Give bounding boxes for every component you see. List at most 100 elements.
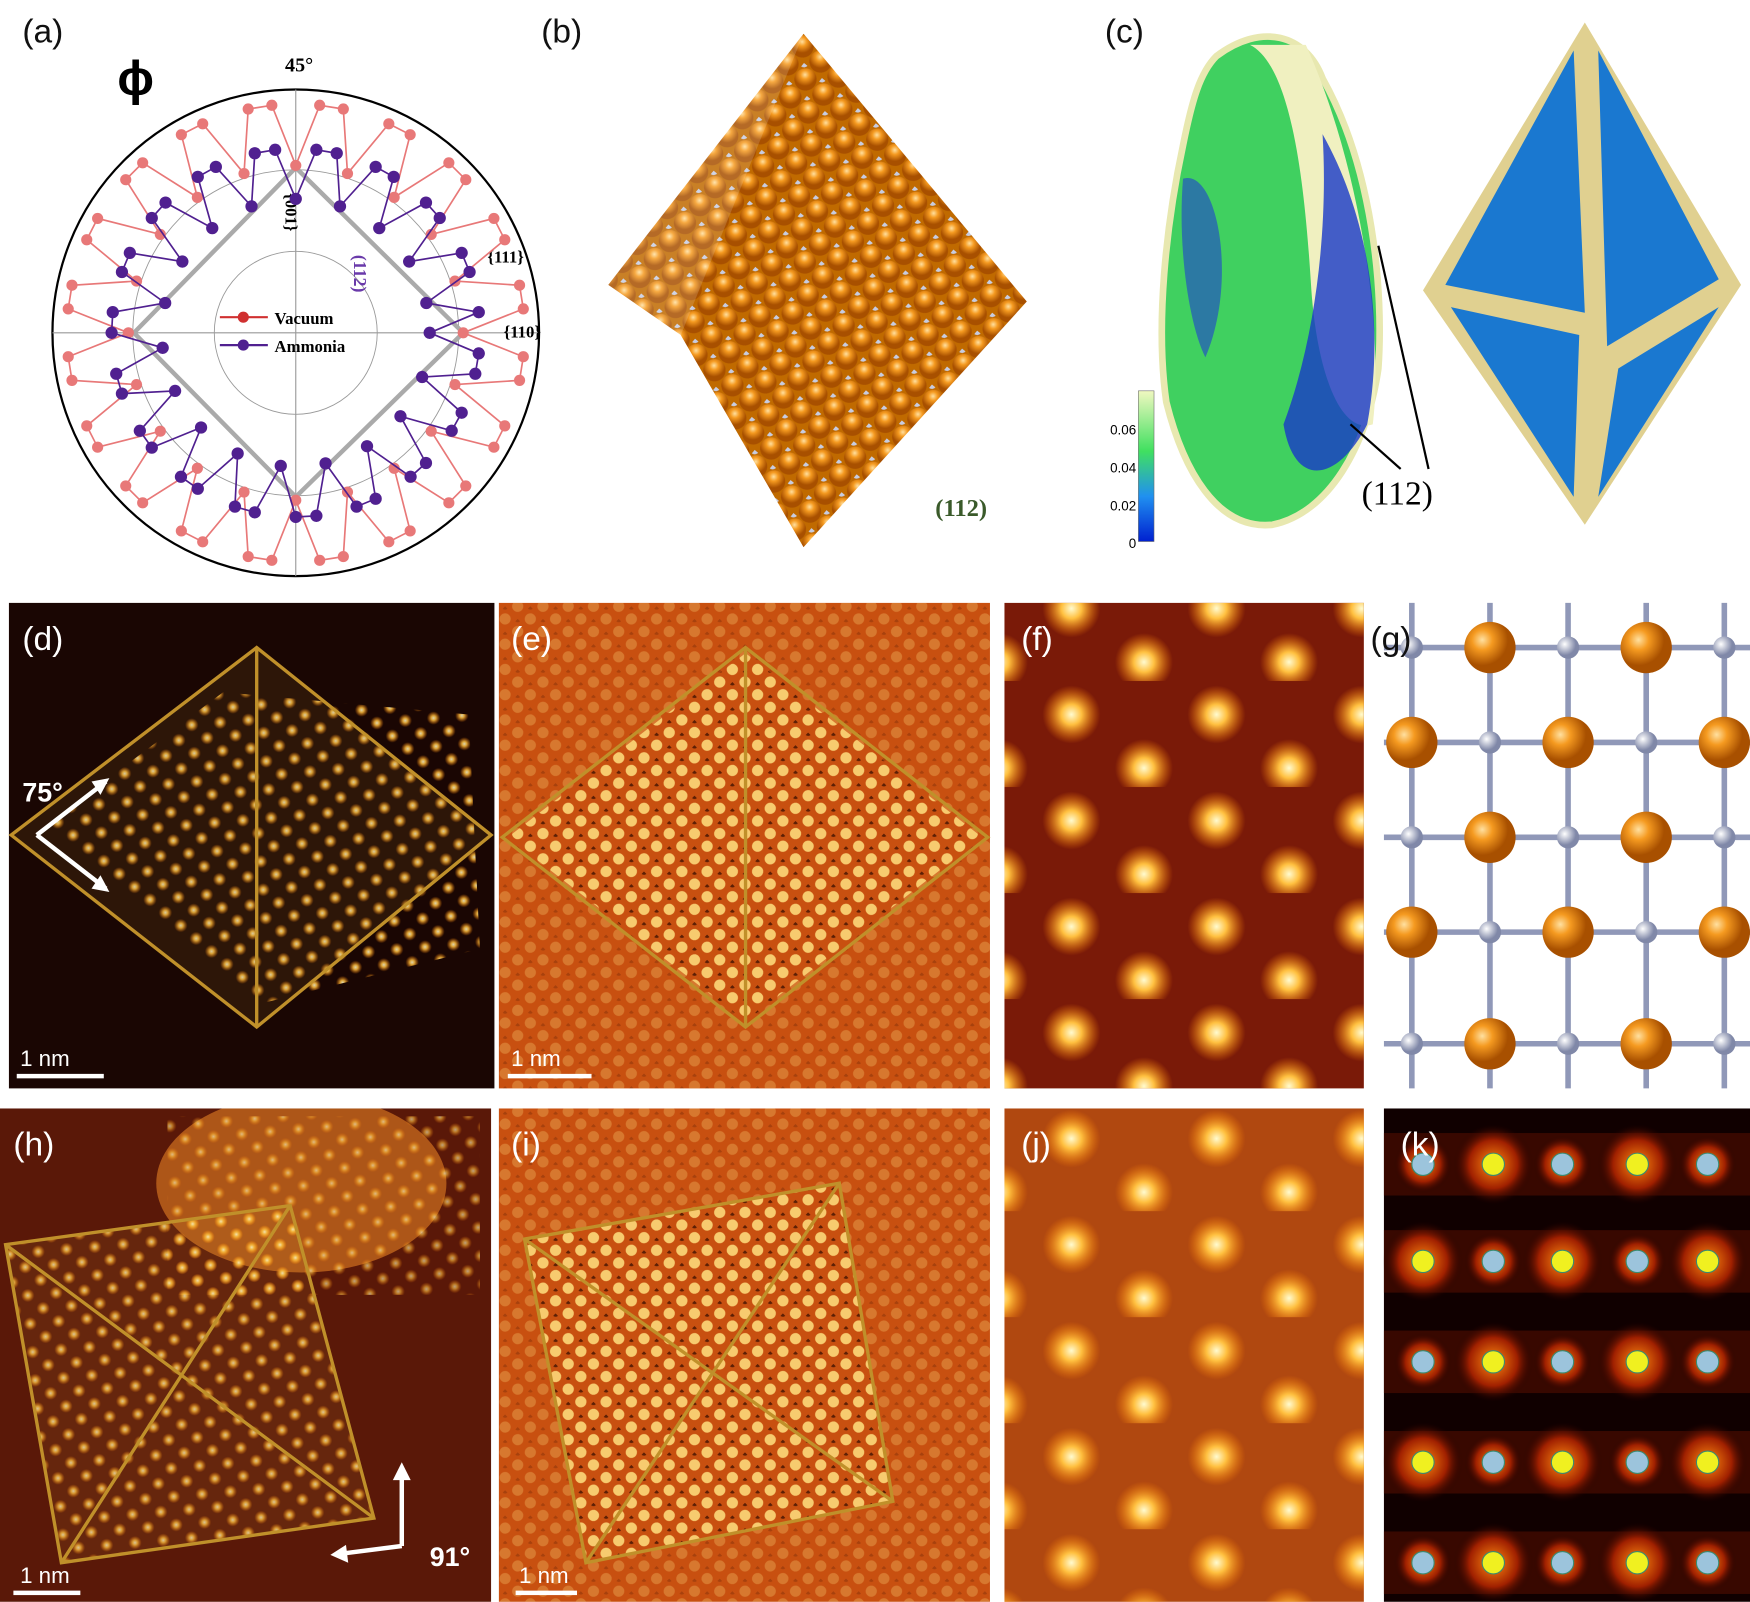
atom: [1556, 636, 1580, 659]
scale-bar: [507, 1073, 592, 1079]
atom: [1550, 1450, 1575, 1474]
curve-marker: [130, 378, 143, 391]
panel-j: (j): [1004, 1108, 1364, 1602]
curve-marker: [156, 341, 169, 354]
facet-label: (112): [935, 495, 987, 522]
legend-marker: [237, 339, 249, 351]
overlay-shape: [8, 645, 494, 1030]
atom: [1556, 826, 1580, 849]
atom: [1620, 1018, 1672, 1070]
curve-marker: [513, 374, 526, 386]
curve-marker: [433, 211, 446, 225]
curve-marker: [289, 510, 302, 524]
panel-label: (b): [541, 14, 582, 51]
curve-marker: [159, 296, 172, 310]
atom: [1400, 1032, 1423, 1055]
pointer: [1349, 423, 1402, 470]
panel-c: 0.06 0.04 0.02 0 (112) (c): [1105, 14, 1742, 551]
curve-marker: [269, 143, 282, 156]
curve-marker: [62, 351, 74, 363]
curve-marker: [423, 326, 436, 339]
atom: [1625, 1551, 1649, 1575]
curve-marker: [310, 509, 323, 522]
atom: [1550, 1152, 1575, 1176]
curve-marker: [419, 456, 433, 470]
curve-marker: [488, 212, 500, 224]
curve-marker: [145, 211, 158, 225]
atom: [1386, 906, 1438, 958]
curve-marker: [122, 327, 134, 339]
curve-marker: [369, 492, 382, 505]
panel-label: (i): [511, 1126, 541, 1163]
curve-marker: [463, 265, 476, 279]
curve-marker: [81, 234, 93, 246]
curve-marker: [106, 306, 119, 319]
curve-marker: [266, 554, 278, 566]
octahedron-face: [1450, 307, 1580, 497]
colorbar: [1138, 390, 1155, 542]
curve-marker: [404, 129, 416, 141]
curve-marker: [194, 421, 208, 434]
arrowhead: [91, 875, 110, 892]
colorbar-tick: 0.02: [1110, 498, 1136, 513]
curve-marker: [209, 160, 222, 174]
atom: [1411, 1249, 1435, 1274]
atom: [1635, 731, 1658, 754]
curve-marker: [266, 99, 278, 111]
curve-marker: [403, 255, 416, 268]
curve-marker: [404, 470, 417, 483]
overlay-line: [4, 1204, 375, 1564]
curve-marker: [175, 525, 187, 537]
panel-e: 1 nm (e): [498, 602, 991, 1089]
curve-marker: [66, 374, 78, 386]
curve-marker: [404, 525, 416, 537]
curve-marker: [110, 367, 123, 380]
curve-marker: [443, 157, 455, 169]
curve-marker: [245, 200, 258, 213]
angle-label: 45°: [285, 55, 313, 77]
atom: [1478, 731, 1502, 754]
panel-label: (j): [1021, 1126, 1051, 1163]
atom: [1625, 1450, 1649, 1474]
facet-label: {111}: [487, 247, 524, 266]
atom: [1464, 621, 1516, 674]
curve-marker: [145, 441, 158, 454]
panel-g: [1383, 602, 1750, 1089]
octahedron-face: [1598, 50, 1719, 347]
curve-marker: [488, 441, 500, 453]
curve-marker: [206, 221, 219, 235]
atom: [1550, 1551, 1575, 1575]
atom: [1698, 716, 1750, 769]
curve-marker: [373, 221, 386, 235]
atom: [1411, 1551, 1435, 1575]
panel-label: (e): [511, 621, 552, 658]
curve-marker: [92, 212, 104, 224]
atom: [1695, 1450, 1720, 1474]
curve-marker: [314, 99, 326, 111]
curve-marker: [242, 551, 254, 563]
curve-marker: [387, 170, 400, 184]
angle-arrows: [340, 1473, 405, 1557]
overlay-shape: [499, 645, 991, 1030]
atom: [1464, 811, 1516, 863]
panel-label: (k): [1401, 1126, 1440, 1163]
curve-marker: [472, 306, 485, 319]
curve-marker: [176, 255, 189, 268]
atom: [1481, 1152, 1506, 1176]
octahedron-face: [1445, 50, 1585, 313]
curve-marker: [105, 326, 118, 339]
curve-marker: [449, 378, 461, 391]
curve-marker: [337, 103, 349, 115]
arrowhead: [91, 778, 110, 795]
panel-k: [1382, 1108, 1750, 1602]
atom: [1481, 1551, 1506, 1575]
atom: [1478, 920, 1502, 944]
curve-marker: [445, 424, 458, 437]
curve-marker: [425, 228, 437, 240]
atom-lattice: [1004, 602, 1364, 1089]
symbol: ϕ: [117, 52, 154, 106]
curve-marker: [62, 303, 74, 315]
curve-marker: [174, 470, 188, 483]
curve-marker: [416, 370, 429, 384]
